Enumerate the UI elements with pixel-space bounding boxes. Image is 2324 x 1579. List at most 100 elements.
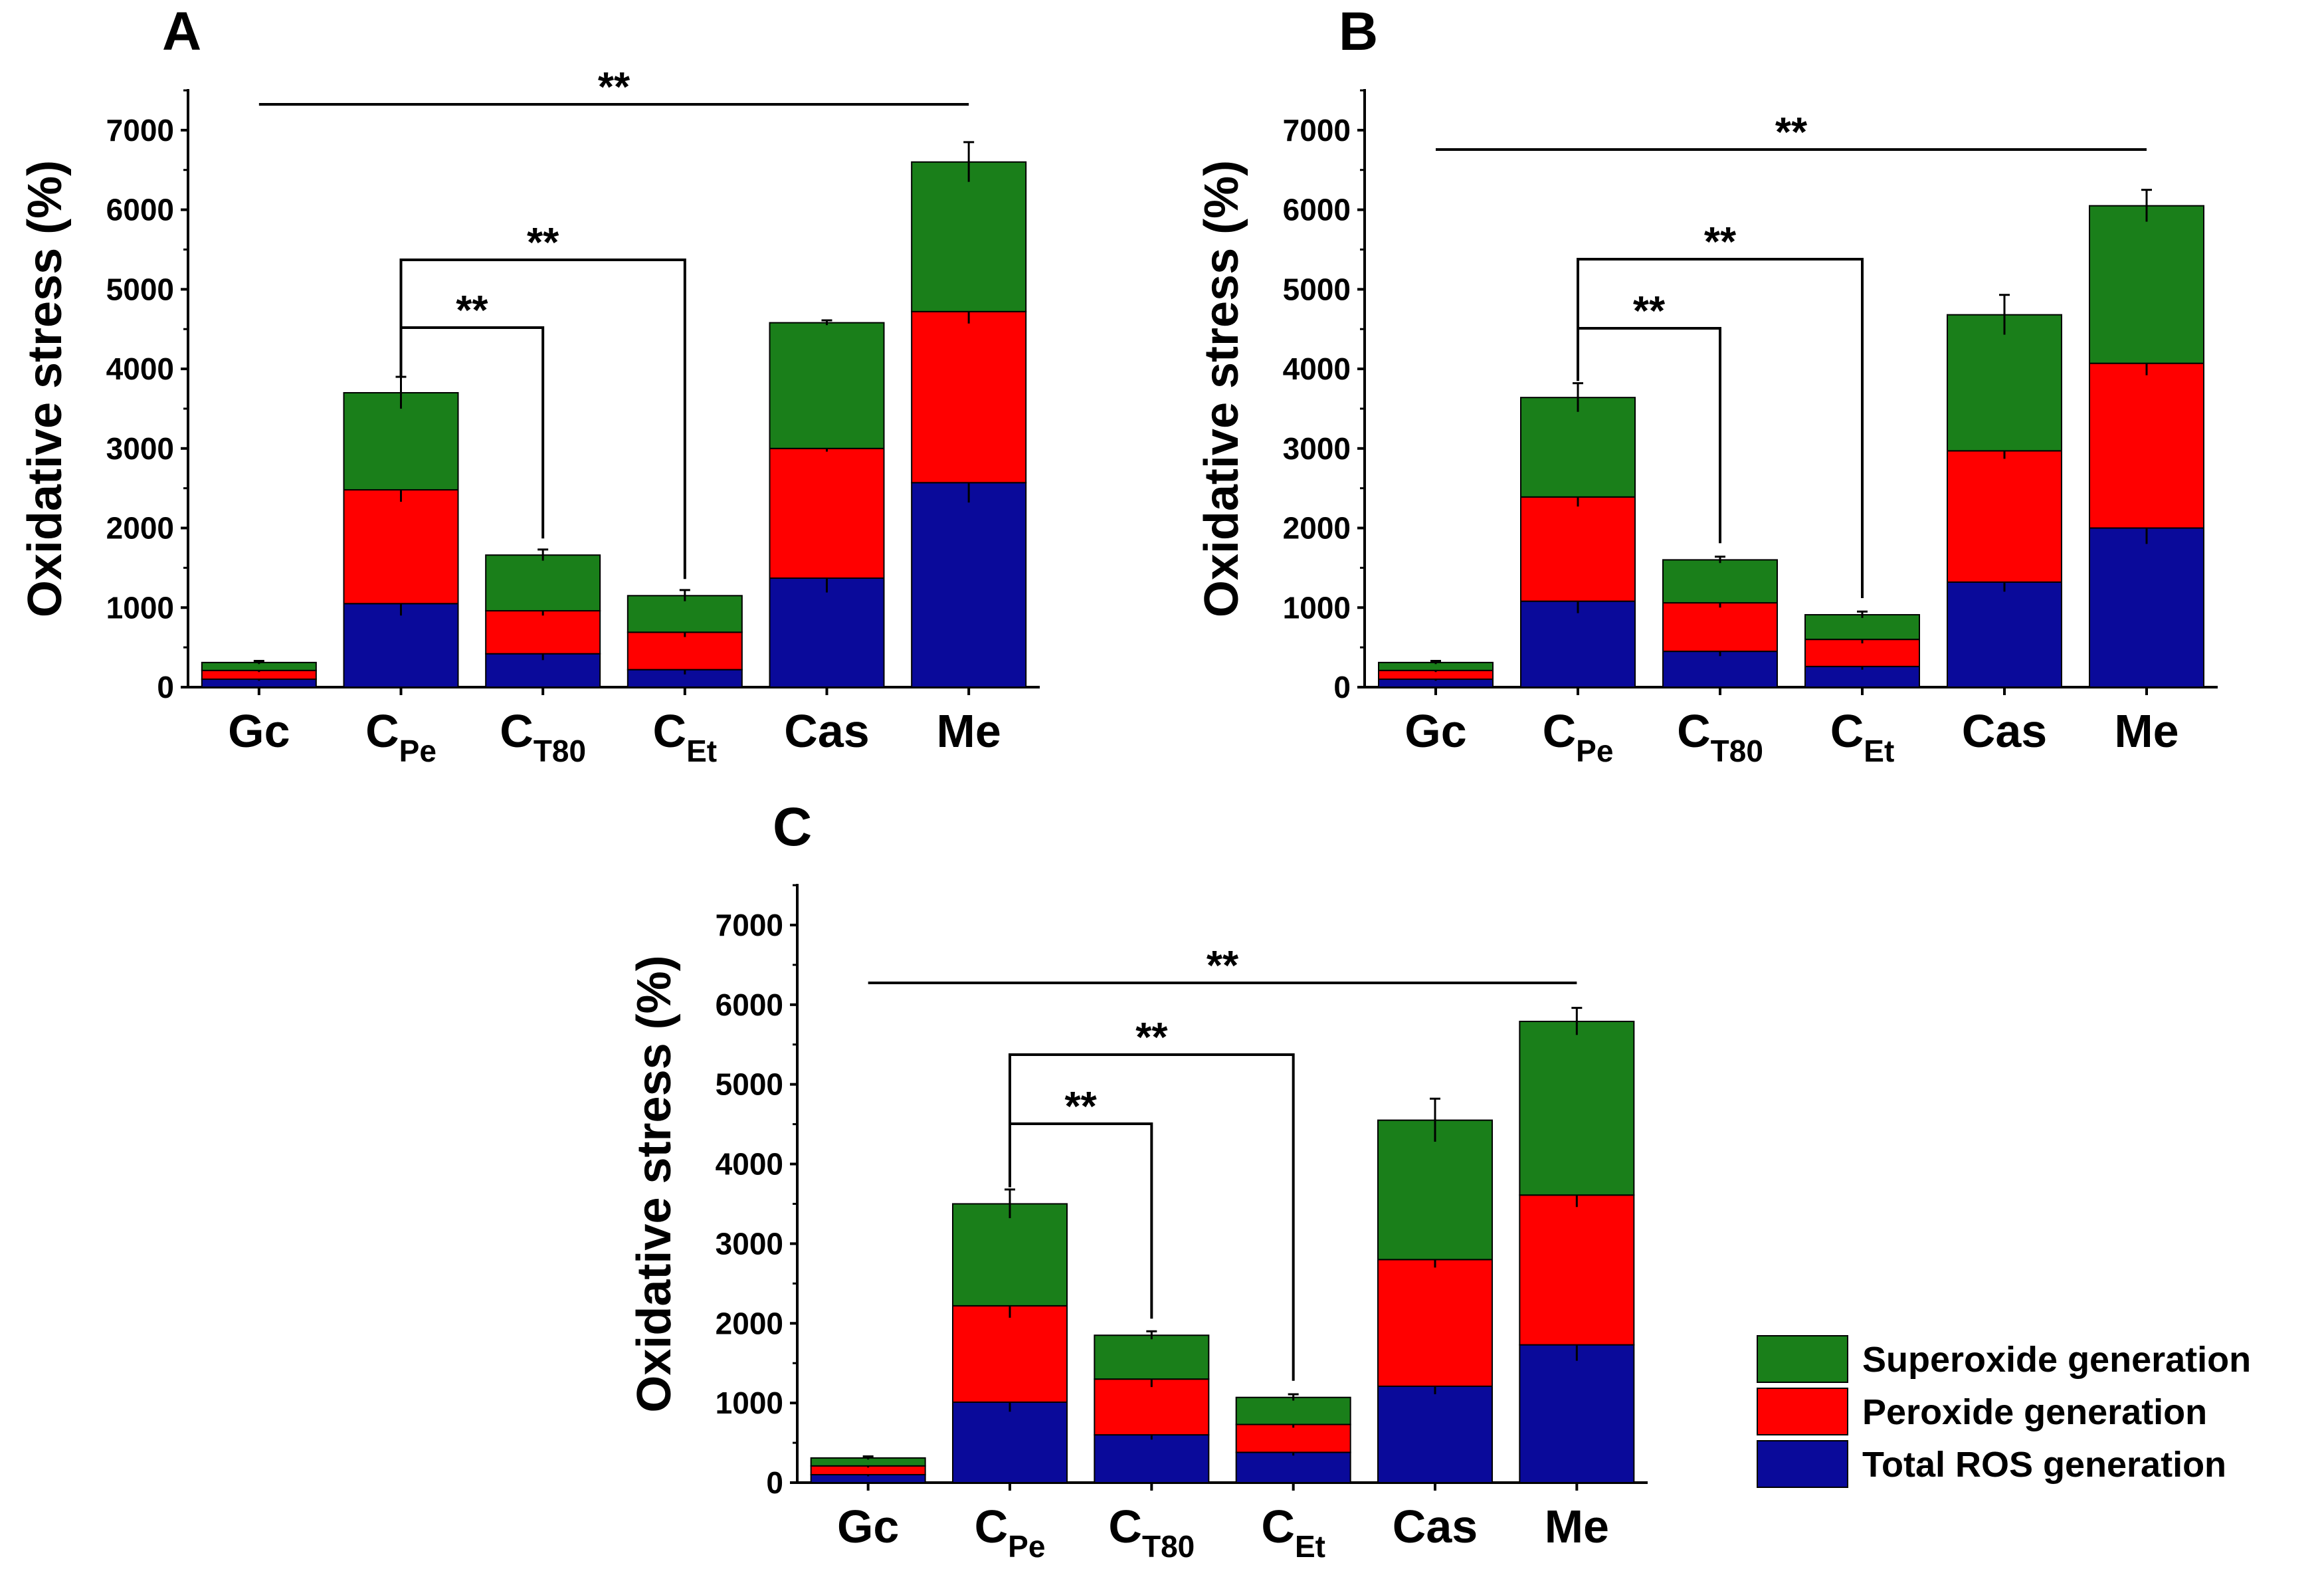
bar-segment [1094, 1334, 1210, 1380]
legend-swatch [1757, 1440, 1848, 1488]
bar-segment [343, 603, 459, 688]
y-tick-label: 2000 [1283, 511, 1351, 546]
x-tick-label: Me [937, 705, 1001, 757]
bar-segment [1662, 602, 1778, 653]
bar-segment [1094, 1378, 1210, 1436]
bar-segment [1662, 559, 1778, 604]
legend-label: Total ROS generation [1862, 1445, 2226, 1485]
bar-segment [1804, 665, 1920, 688]
bar-segment [911, 310, 1027, 484]
significance-label: ** [1633, 288, 1666, 334]
x-tick-label: Gc [1404, 705, 1466, 757]
significance-bracket [399, 259, 686, 579]
significance-label: ** [1207, 943, 1239, 989]
bar-segment [343, 489, 459, 605]
bar-segment [1520, 397, 1636, 498]
y-axis-title: Oxidative stress (%) [1195, 160, 1248, 617]
significance-bracket [1577, 327, 1721, 544]
y-tick-label: 7000 [716, 908, 783, 942]
bar-segment [1662, 651, 1778, 688]
bar-segment [485, 554, 601, 612]
y-tick-label: 7000 [106, 113, 174, 148]
y-tick-label: 3000 [716, 1226, 783, 1261]
y-tick-label: 0 [1333, 670, 1351, 704]
y-tick-label: 1000 [1283, 590, 1351, 625]
significance-label: ** [1135, 1015, 1168, 1061]
y-axis-title: Oxidative stress (%) [19, 160, 72, 617]
y-tick-label: 4000 [1283, 352, 1351, 386]
bar-segment [1947, 450, 2062, 583]
bar-segment [952, 1401, 1068, 1483]
x-tick-label: Cas [784, 705, 869, 757]
bar-segment [1094, 1434, 1210, 1484]
y-tick-label: 7000 [1283, 113, 1351, 148]
y-tick-label: 2000 [106, 511, 174, 546]
bar-segment [911, 161, 1027, 312]
legend: Superoxide generation Peroxide generation… [1757, 1335, 2251, 1488]
bar-segment [627, 631, 743, 671]
x-tick-label: Cas [1393, 1501, 1478, 1552]
significance-bracket [399, 326, 545, 539]
x-tick-label: Gc [228, 705, 290, 757]
bar-segment [1235, 1396, 1351, 1425]
panel-C-chart: C 0 1000 2000 3000 4000 5000 6000 7000 Oxidative … [628, 797, 1648, 1564]
bar-segment [1804, 614, 1920, 641]
bar-segment [485, 610, 601, 655]
bar-segment [343, 391, 459, 491]
bar-segment [2089, 362, 2204, 529]
x-tick-label: CEt [653, 705, 718, 768]
y-tick-label: 4000 [716, 1147, 783, 1182]
x-tick-label: CPe [975, 1501, 1046, 1564]
x-tick-label: CEt [1830, 705, 1895, 768]
bar-segment [769, 447, 885, 579]
significance-label: ** [1704, 219, 1737, 265]
significance-label: ** [598, 64, 630, 110]
significance-bracket [1009, 1122, 1153, 1319]
x-tick-label: CPe [365, 705, 436, 768]
panel-B-chart: B 0 1000 2000 3000 4000 5000 6000 7000 Oxidative … [1195, 1, 2218, 768]
panel-A-chart: A 0 1000 2000 3000 4000 5000 6000 7000 Oxidative … [19, 1, 1040, 768]
y-tick-label: 0 [157, 670, 174, 704]
bar-segment [769, 577, 885, 688]
y-tick-label: 6000 [1283, 193, 1351, 227]
significance-label: ** [1065, 1084, 1098, 1130]
y-tick-label: 5000 [716, 1067, 783, 1102]
x-tick-label: CPe [1543, 705, 1614, 768]
significance-bracket [1009, 1053, 1295, 1381]
y-tick-label: 5000 [1283, 272, 1351, 306]
x-tick-label: CEt [1261, 1501, 1325, 1564]
legend-swatch [1757, 1335, 1848, 1383]
x-tick-label: Gc [837, 1501, 899, 1552]
x-tick-label: Me [2114, 705, 2179, 757]
y-axis-title: Oxidative stress (%) [628, 955, 681, 1412]
bar-segment [769, 322, 885, 449]
bar-segment [1947, 581, 2062, 688]
panel-label: B [1339, 1, 1378, 62]
panel-label: C [773, 797, 812, 857]
bar-segment [1519, 1020, 1635, 1196]
y-tick-label: 3000 [1283, 431, 1351, 466]
y-tick-label: 6000 [106, 193, 174, 227]
significance-bracket [1577, 258, 1864, 599]
bar-segment [1377, 1259, 1493, 1387]
x-tick-label: CT80 [500, 705, 586, 768]
y-tick-label: 2000 [716, 1306, 783, 1340]
bar-segment [1235, 1451, 1351, 1484]
x-tick-label: CT80 [1108, 1501, 1195, 1564]
bar-segment [1947, 314, 2062, 452]
y-tick-label: 4000 [106, 352, 174, 386]
x-tick-label: CT80 [1677, 705, 1763, 768]
bar-segment [1519, 1194, 1635, 1346]
panel-label: A [162, 1, 201, 62]
significance-label: ** [1775, 110, 1808, 156]
bar-segment [1519, 1344, 1635, 1483]
y-tick-label: 0 [766, 1465, 783, 1500]
y-tick-label: 5000 [106, 272, 174, 306]
bar-segment [1235, 1423, 1351, 1453]
legend-swatch [1757, 1388, 1848, 1435]
bar-segment [2089, 205, 2204, 364]
bar-segment [952, 1203, 1068, 1307]
bar-segment [1377, 1385, 1493, 1484]
bar-segment [911, 482, 1027, 688]
